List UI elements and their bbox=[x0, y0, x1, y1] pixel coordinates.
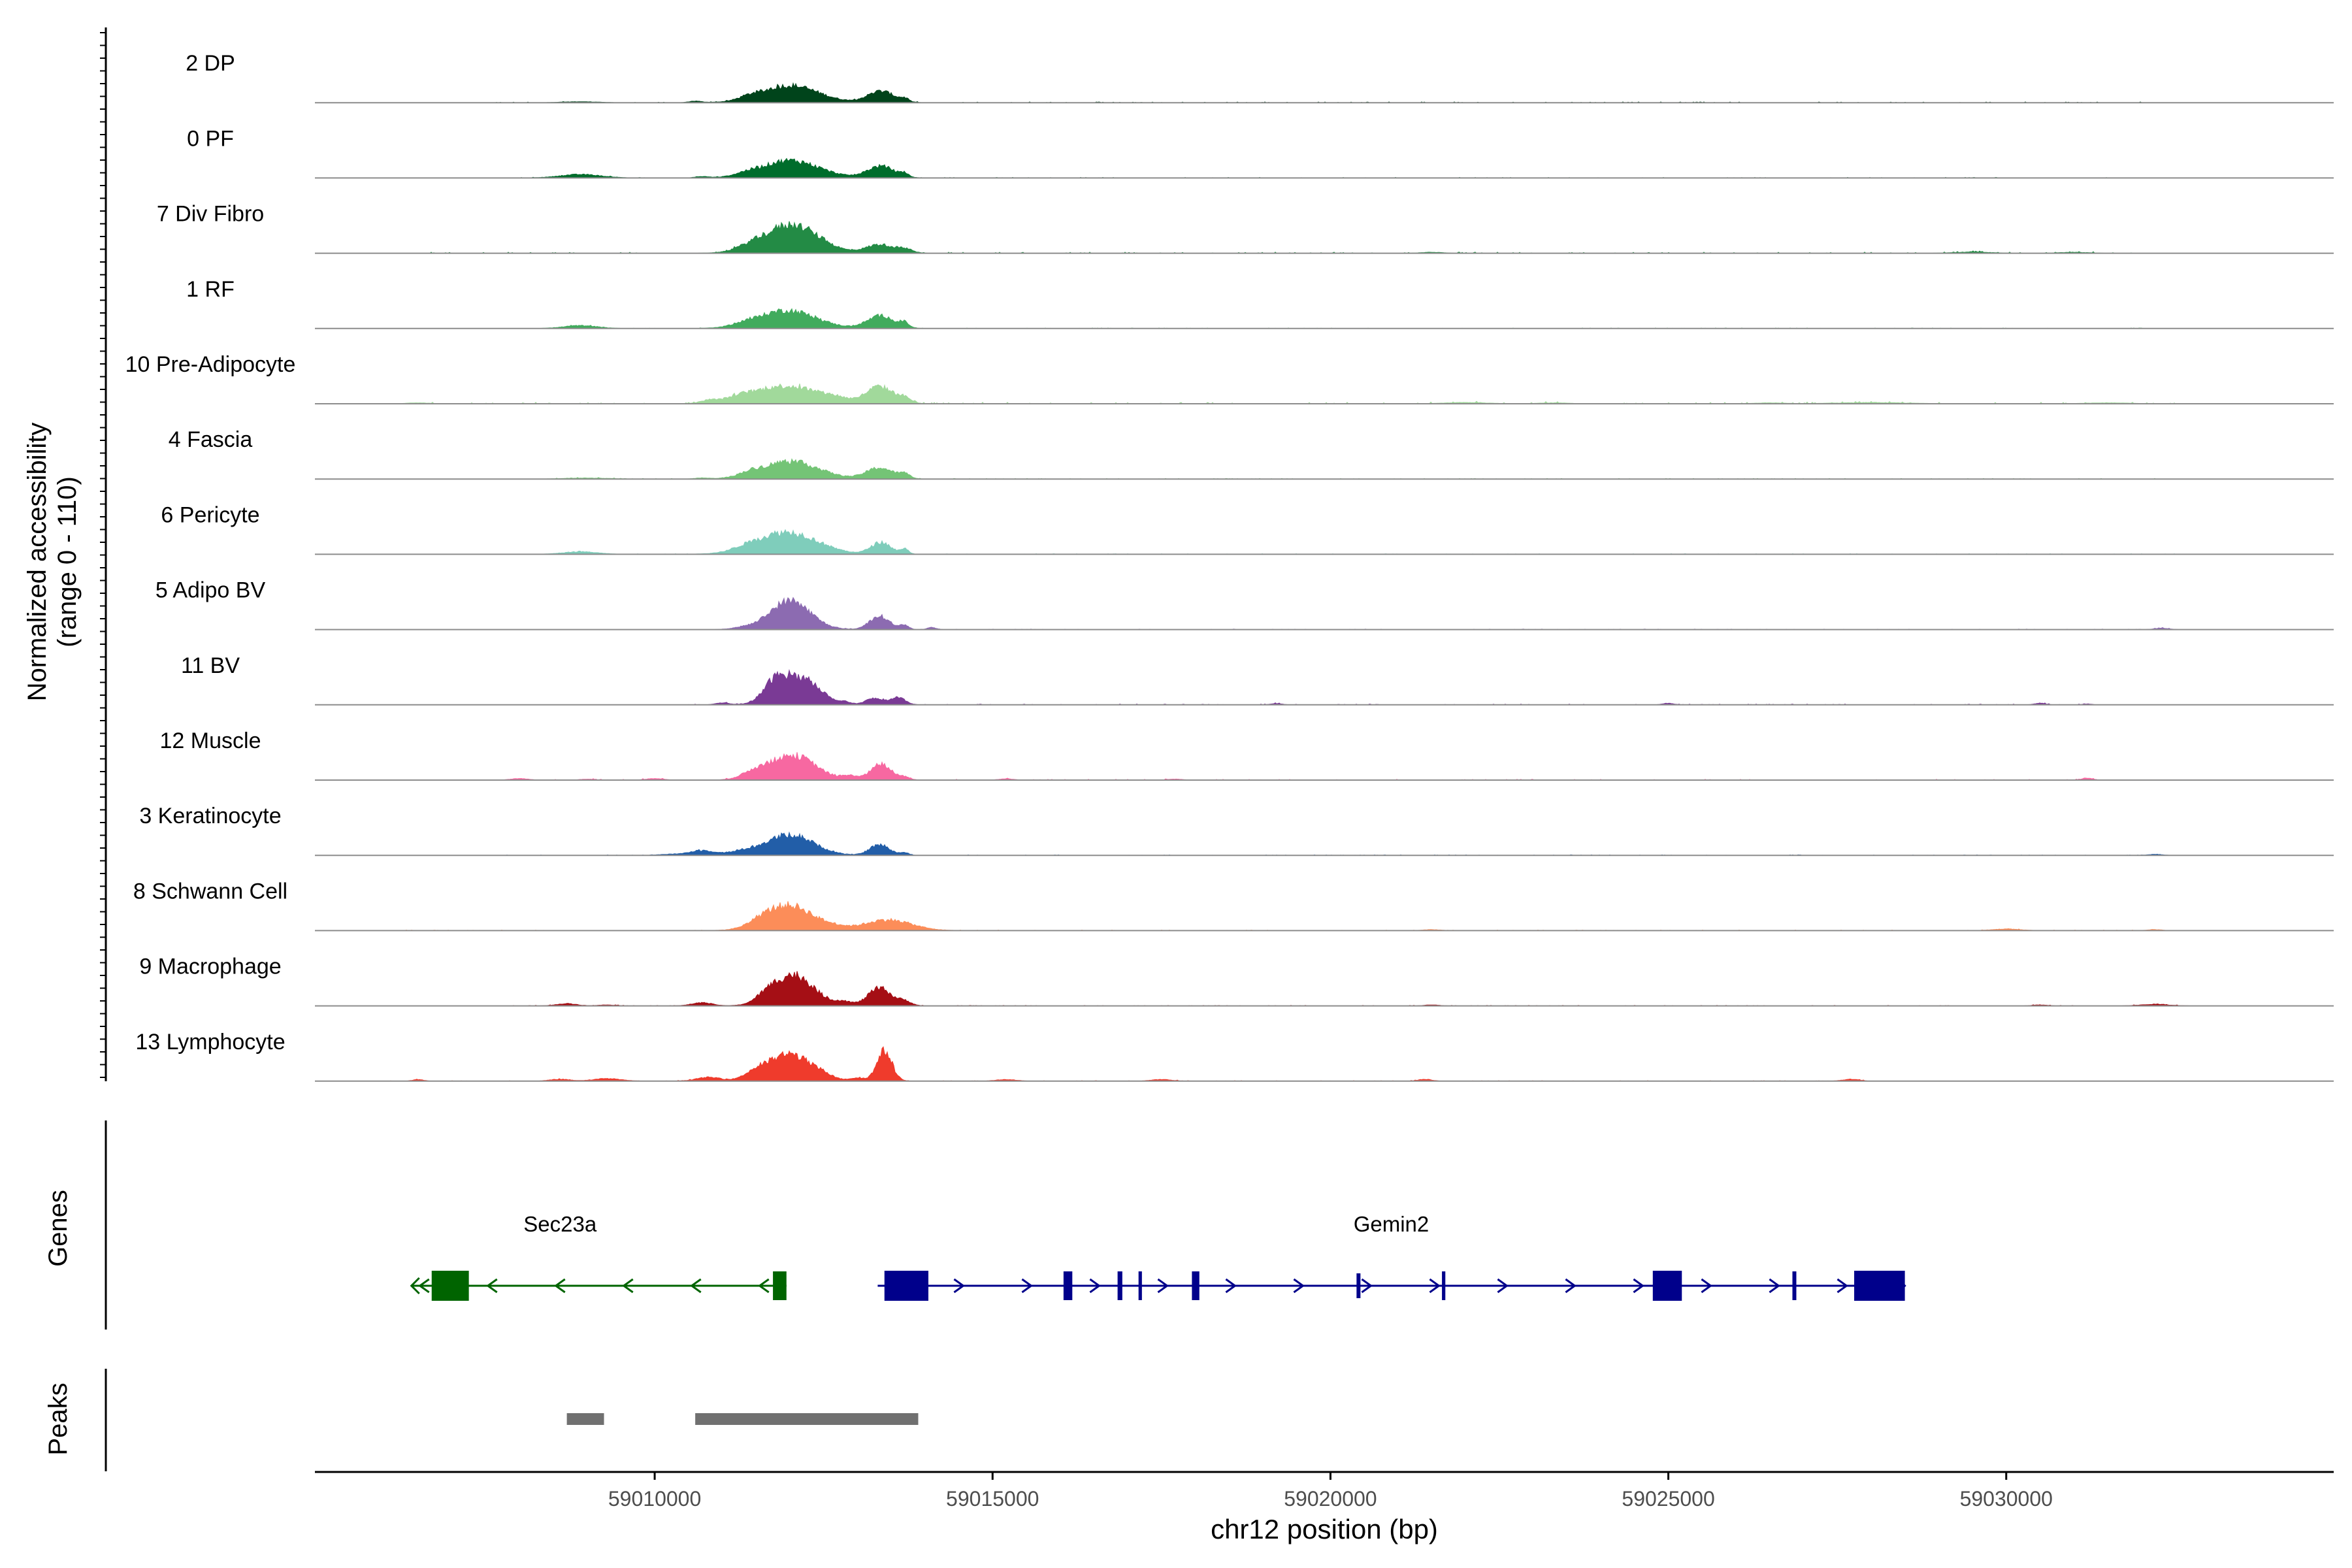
strand-arrow bbox=[1701, 1278, 1712, 1294]
track-label: 12 Muscle bbox=[160, 728, 261, 753]
track-label: 10 Pre-Adipocyte bbox=[125, 352, 296, 377]
exon bbox=[1652, 1271, 1682, 1301]
track-label: 2 DP bbox=[186, 51, 235, 76]
peak-track bbox=[566, 1413, 919, 1425]
track-signal bbox=[315, 157, 2334, 178]
x-tick-label: 59025000 bbox=[1622, 1487, 1714, 1511]
ylabel-line2: (range 0 - 110) bbox=[53, 476, 82, 647]
track-signal bbox=[315, 752, 2334, 781]
gene-sec23a: Sec23a bbox=[410, 1212, 787, 1301]
gene-name-label: Sec23a bbox=[523, 1212, 597, 1236]
track-signal bbox=[315, 82, 2334, 103]
exon bbox=[1442, 1271, 1446, 1300]
track-signal bbox=[315, 221, 2334, 254]
track-5: 10 Pre-Adipocyte bbox=[125, 352, 2334, 404]
track-label: 11 BV bbox=[181, 653, 240, 678]
x-tick-label: 59010000 bbox=[608, 1487, 701, 1511]
strand-arrow bbox=[410, 1277, 420, 1295]
genes-panel-label: Genes bbox=[44, 1190, 73, 1267]
exon bbox=[773, 1271, 787, 1300]
track-signal bbox=[315, 383, 2334, 404]
strand-arrow bbox=[690, 1278, 702, 1294]
track-7: 6 Pericyte bbox=[161, 502, 2334, 555]
strand-arrow bbox=[1769, 1278, 1780, 1294]
x-tick-label: 59020000 bbox=[1284, 1487, 1377, 1511]
strand-arrow bbox=[1361, 1278, 1373, 1294]
track-14: 13 Lymphocyte bbox=[135, 1030, 2334, 1082]
coverage-ytick-group bbox=[100, 32, 106, 1078]
gene-gemin2: Gemin2 bbox=[877, 1212, 1906, 1301]
strand-arrow bbox=[1429, 1278, 1441, 1294]
x-tick-label: 59030000 bbox=[1960, 1487, 2053, 1511]
track-label: 7 Div Fibro bbox=[157, 202, 264, 227]
exon bbox=[1356, 1273, 1361, 1298]
strand-arrow bbox=[758, 1278, 770, 1294]
track-signal bbox=[315, 668, 2334, 706]
exon bbox=[1138, 1271, 1142, 1300]
track-label: 13 Lymphocyte bbox=[135, 1030, 285, 1054]
gene-name-label: Gemin2 bbox=[1354, 1212, 1429, 1236]
strand-arrow bbox=[622, 1278, 634, 1294]
peak-region bbox=[695, 1413, 919, 1425]
peaks-panel-label: Peaks bbox=[44, 1382, 73, 1455]
track-signal bbox=[315, 596, 2334, 630]
peak-region bbox=[566, 1413, 604, 1425]
gene-track: Sec23a Gemin2 bbox=[410, 1212, 1906, 1301]
exon bbox=[1117, 1271, 1122, 1300]
strand-arrow bbox=[953, 1278, 965, 1294]
strand-arrow bbox=[1021, 1278, 1033, 1294]
strand-arrow bbox=[1497, 1278, 1509, 1294]
track-signal bbox=[315, 901, 2334, 931]
track-signal bbox=[315, 971, 2334, 1007]
track-8: 5 Adipo BV bbox=[155, 578, 2334, 630]
track-3: 7 Div Fibro bbox=[157, 202, 2334, 254]
track-signal bbox=[315, 308, 2334, 329]
track-label: 9 Macrophage bbox=[139, 955, 281, 979]
track-1: 2 DP bbox=[186, 51, 2334, 104]
track-label: 8 Schwann Cell bbox=[133, 879, 287, 904]
track-label: 4 Fascia bbox=[169, 427, 253, 452]
track-label: 1 RF bbox=[186, 277, 235, 302]
track-label: 3 Keratinocyte bbox=[139, 804, 281, 828]
track-signal bbox=[315, 529, 2334, 555]
ylabel-line1: Normalized accessibility bbox=[23, 423, 52, 702]
exon bbox=[1792, 1271, 1797, 1300]
track-11: 3 Keratinocyte bbox=[139, 804, 2334, 857]
track-9: 11 BV bbox=[181, 653, 2334, 706]
exon bbox=[1854, 1271, 1905, 1301]
exon bbox=[884, 1271, 928, 1301]
track-12: 8 Schwann Cell bbox=[133, 879, 2334, 932]
x-axis-label: chr12 position (bp) bbox=[1211, 1514, 1438, 1544]
x-tick-label: 59015000 bbox=[946, 1487, 1039, 1511]
strand-arrow bbox=[1225, 1278, 1237, 1294]
track-label: 5 Adipo BV bbox=[155, 578, 266, 603]
track-signal bbox=[315, 831, 2334, 856]
track-6: 4 Fascia bbox=[169, 427, 2334, 480]
track-label: 6 Pericyte bbox=[161, 502, 259, 527]
strand-arrow bbox=[1293, 1278, 1305, 1294]
exon bbox=[1063, 1271, 1073, 1300]
coverage-tracks: 2 DP 0 PF 7 Div Fibro 1 RF 10 Pre-Adipocyte 4… bbox=[125, 51, 2334, 1082]
track-signal bbox=[315, 1046, 2334, 1082]
x-axis-ticks: 59010000 59015000 59020000 59025000 59030000 bbox=[608, 1472, 2053, 1511]
track-label: 0 PF bbox=[187, 126, 234, 151]
exon bbox=[1192, 1271, 1200, 1300]
coverage-ylabel: Normalized accessibility (range 0 - 110) bbox=[23, 423, 82, 702]
strand-arrow bbox=[1837, 1278, 1848, 1294]
strand-arrow bbox=[486, 1278, 498, 1294]
strand-arrow bbox=[1565, 1278, 1576, 1294]
exon bbox=[431, 1271, 469, 1301]
strand-arrow bbox=[1089, 1278, 1101, 1294]
track-2: 0 PF bbox=[187, 126, 2334, 179]
strand-arrow bbox=[554, 1278, 566, 1294]
strand-arrow bbox=[1633, 1278, 1644, 1294]
strand-arrow bbox=[1157, 1278, 1169, 1294]
track-10: 12 Muscle bbox=[160, 728, 2334, 781]
strand-arrow bbox=[418, 1278, 430, 1294]
track-13: 9 Macrophage bbox=[139, 955, 2334, 1007]
track-4: 1 RF bbox=[186, 277, 2334, 329]
track-signal bbox=[315, 458, 2334, 480]
